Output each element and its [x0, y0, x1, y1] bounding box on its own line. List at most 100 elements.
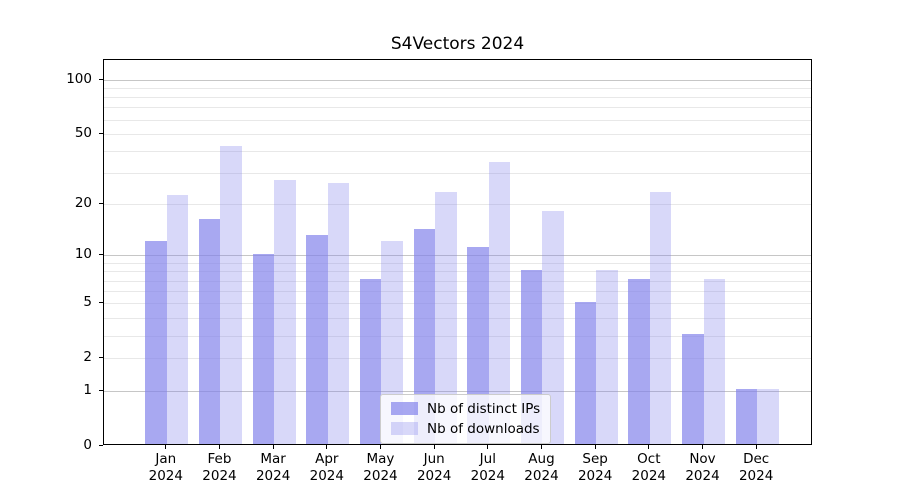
x-tick-mark — [326, 445, 328, 449]
bar-jun-distinct-ips — [413, 229, 436, 444]
x-tick-mark — [648, 445, 650, 449]
legend-swatch-downloads — [391, 422, 418, 435]
x-tick-label-feb: Feb 2024 — [184, 451, 254, 485]
month-label: May — [366, 451, 395, 467]
month-label: Jun — [423, 451, 445, 467]
x-tick-label-dec: Dec 2024 — [721, 451, 791, 485]
year-label: 2024 — [470, 468, 505, 484]
year-label: 2024 — [255, 468, 291, 484]
month-label: Jan — [155, 451, 177, 467]
x-tick-mark — [218, 445, 220, 449]
minor-gridline — [104, 204, 811, 206]
month-label: Feb — [207, 451, 232, 467]
x-tick-mark — [540, 445, 542, 449]
x-tick-label-may: May 2024 — [345, 451, 415, 485]
minor-gridline — [104, 317, 811, 319]
minor-gridline — [104, 87, 811, 89]
x-tick-mark — [594, 445, 596, 449]
bar-jun-downloads — [435, 191, 457, 444]
bar-oct-downloads — [649, 191, 672, 444]
legend-item-downloads: Nb of downloads — [391, 420, 540, 437]
bar-aug-downloads — [542, 210, 564, 444]
y-tick-mark — [99, 357, 103, 359]
plot-area: Nb of distinct IPs Nb of downloads — [103, 59, 812, 445]
bar-may-downloads — [381, 240, 403, 444]
y-tick-label: 0 — [83, 436, 92, 453]
legend: Nb of distinct IPs Nb of downloads — [380, 394, 552, 444]
bar-sep-downloads — [596, 269, 618, 444]
x-tick-label-apr: Apr 2024 — [292, 451, 362, 485]
month-label: Aug — [528, 451, 555, 467]
minor-gridline — [104, 173, 811, 175]
month-label: Apr — [315, 451, 339, 467]
x-tick-label-nov: Nov 2024 — [668, 451, 738, 485]
minor-gridline — [104, 291, 811, 293]
year-label: 2024 — [309, 468, 344, 484]
y-tick-mark — [99, 254, 103, 256]
legend-item-distinct-ips: Nb of distinct IPs — [391, 400, 540, 417]
bar-jan-distinct-ips — [145, 240, 167, 444]
x-tick-mark — [487, 445, 489, 449]
month-label: Dec — [743, 451, 770, 467]
bar-oct-distinct-ips — [628, 279, 650, 444]
year-label: 2024 — [685, 468, 720, 484]
bar-nov-downloads — [703, 279, 725, 444]
bar-dec-downloads — [757, 389, 779, 444]
bar-feb-distinct-ips — [198, 219, 221, 444]
minor-gridline — [104, 358, 811, 360]
y-tick-label: 5 — [83, 294, 92, 311]
year-label: 2024 — [577, 468, 613, 484]
year-label: 2024 — [416, 468, 452, 484]
minor-gridline — [104, 107, 811, 109]
minor-gridline — [104, 271, 811, 273]
bar-dec-distinct-ips — [735, 389, 758, 444]
year-label: 2024 — [738, 468, 774, 484]
minor-gridline — [104, 119, 811, 121]
bar-nov-distinct-ips — [682, 334, 704, 444]
year-label: 2024 — [524, 468, 559, 484]
x-tick-label-jan: Jan 2024 — [131, 451, 201, 485]
bar-mar-distinct-ips — [252, 253, 275, 444]
x-tick-label-mar: Mar 2024 — [238, 451, 308, 485]
minor-gridline — [104, 97, 811, 99]
month-label: Mar — [260, 451, 286, 467]
y-tick-label: 10 — [74, 246, 92, 263]
x-tick-mark — [165, 445, 167, 449]
year-label: 2024 — [202, 468, 237, 484]
month-label: Oct — [637, 451, 661, 467]
minor-gridline — [104, 151, 811, 152]
bar-jan-downloads — [166, 195, 189, 444]
month-label: Jul — [479, 451, 496, 467]
minor-gridline — [104, 303, 811, 305]
y-tick-label: 50 — [74, 124, 92, 141]
bar-sep-distinct-ips — [574, 301, 597, 444]
bar-mar-downloads — [274, 179, 296, 444]
y-tick-label: 1 — [83, 381, 92, 398]
bar-jul-downloads — [488, 162, 511, 444]
year-label: 2024 — [148, 468, 183, 484]
month-label: Nov — [689, 451, 716, 467]
x-tick-label-aug: Aug 2024 — [506, 451, 576, 485]
year-label: 2024 — [363, 468, 398, 484]
minor-gridline — [104, 262, 811, 264]
y-tick-label: 100 — [66, 70, 92, 87]
bar-may-distinct-ips — [359, 279, 382, 444]
x-tick-label-jul: Jul 2024 — [453, 451, 523, 485]
x-tick-mark — [272, 445, 274, 449]
y-tick-mark — [99, 203, 103, 205]
minor-gridline — [104, 280, 811, 282]
x-tick-mark — [755, 445, 757, 449]
major-gridline — [104, 255, 811, 257]
x-tick-mark — [702, 445, 703, 449]
bar-feb-downloads — [220, 145, 242, 444]
bar-apr-distinct-ips — [306, 234, 328, 444]
minor-gridline — [104, 133, 811, 135]
y-tick-mark — [99, 132, 103, 134]
major-gridline — [104, 79, 811, 81]
y-tick-label: 20 — [74, 195, 92, 212]
x-tick-label-sep: Sep 2024 — [560, 451, 630, 485]
year-label: 2024 — [631, 468, 666, 484]
y-tick-mark — [99, 78, 103, 80]
bar-apr-downloads — [327, 182, 350, 444]
